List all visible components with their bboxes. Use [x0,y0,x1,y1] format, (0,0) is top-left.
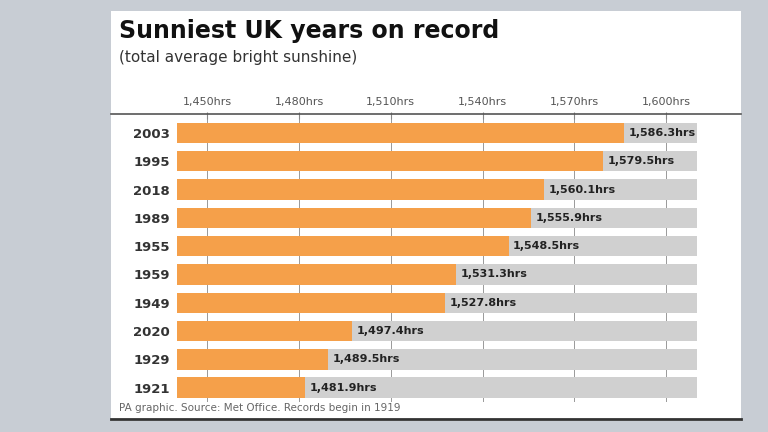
Text: 1,548.5hrs: 1,548.5hrs [513,241,581,251]
Bar [177,292,445,313]
Bar [177,349,328,369]
Bar [177,179,544,200]
Bar [177,292,697,313]
Text: 1,481.9hrs: 1,481.9hrs [310,383,377,393]
Text: Sunniest UK years on record: Sunniest UK years on record [119,19,499,44]
Text: 1,586.3hrs: 1,586.3hrs [629,128,696,138]
Bar [177,236,697,256]
Text: 1,531.3hrs: 1,531.3hrs [461,270,528,280]
Bar [177,378,305,398]
Bar [177,179,697,200]
Text: 1,497.4hrs: 1,497.4hrs [357,326,425,336]
Bar [177,208,531,228]
Bar [177,264,697,285]
Bar [177,123,624,143]
Text: 1,527.8hrs: 1,527.8hrs [450,298,517,308]
Bar [177,321,353,341]
Bar [177,236,508,256]
Bar [177,151,697,172]
Bar [177,208,697,228]
Bar [177,151,604,172]
Bar [177,349,697,369]
Bar [177,321,697,341]
Bar [177,264,456,285]
Bar [177,378,697,398]
Bar [177,123,697,143]
Text: 1,489.5hrs: 1,489.5hrs [333,354,400,364]
Text: 1,555.9hrs: 1,555.9hrs [536,213,603,223]
Text: (total average bright sunshine): (total average bright sunshine) [119,50,357,65]
Text: 1,560.1hrs: 1,560.1hrs [548,184,616,194]
Text: 1,579.5hrs: 1,579.5hrs [608,156,675,166]
Text: PA graphic. Source: Met Office. Records begin in 1919: PA graphic. Source: Met Office. Records … [119,403,401,413]
